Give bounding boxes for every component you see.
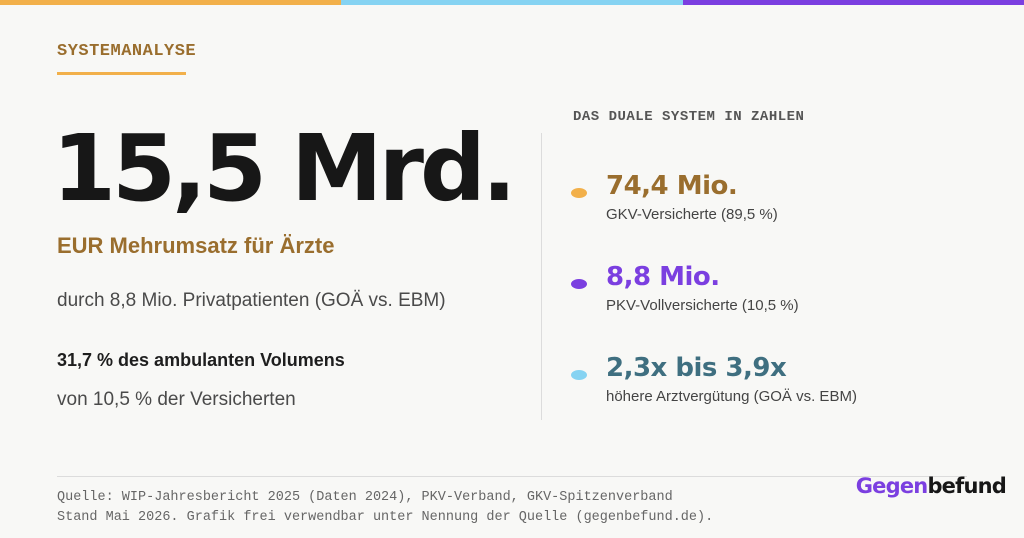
gkv-dot-icon	[571, 188, 587, 198]
top-bar-purple	[682, 0, 1024, 5]
top-bar-gold	[0, 0, 342, 5]
source-note: Quelle: WIP-Jahresbericht 2025 (Daten 20…	[57, 488, 713, 528]
hero-detail-insured: von 10,5 % der Versicherten	[57, 389, 296, 410]
brand-logo-part-2: befund	[927, 474, 1006, 498]
top-bar-blue	[341, 0, 683, 5]
brand-logo-part-1: Gegen	[855, 474, 929, 498]
eyebrow-label: SYSTEMANALYSE	[57, 42, 197, 61]
stat-label: PKV-Vollversicherte (10,5 %)	[606, 297, 799, 314]
stat-value: 2,3x bis 3,9x	[606, 353, 787, 383]
top-color-bar	[0, 0, 1024, 5]
eyebrow-underline	[57, 72, 186, 75]
hero-value: 15,5 Mrd.	[52, 115, 517, 222]
source-line-1: Quelle: WIP-Jahresbericht 2025 (Daten 20…	[57, 490, 673, 505]
source-line-2: Stand Mai 2026. Grafik frei verwendbar u…	[57, 510, 714, 525]
brand-logo: Gegenbefund	[855, 474, 1007, 498]
stat-value: 8,8 Mio.	[606, 262, 720, 292]
side-panel-title: DAS DUALE SYSTEM IN ZAHLEN	[573, 109, 805, 125]
hero-subtitle: EUR Mehrumsatz für Ärzte	[57, 233, 335, 258]
hero-detail-volume: 31,7 % des ambulanten Volumens	[57, 350, 345, 370]
stat-label: höhere Arztvergütung (GOÄ vs. EBM)	[606, 388, 857, 405]
stat-value: 74,4 Mio.	[606, 171, 738, 201]
vertical-divider	[541, 133, 542, 420]
verguetung-dot-icon	[571, 370, 587, 380]
stat-label: GKV-Versicherte (89,5 %)	[606, 206, 778, 223]
pkv-dot-icon	[571, 279, 587, 289]
footer-divider	[57, 476, 967, 477]
hero-detail-patients: durch 8,8 Mio. Privatpatienten (GOÄ vs. …	[57, 290, 446, 311]
